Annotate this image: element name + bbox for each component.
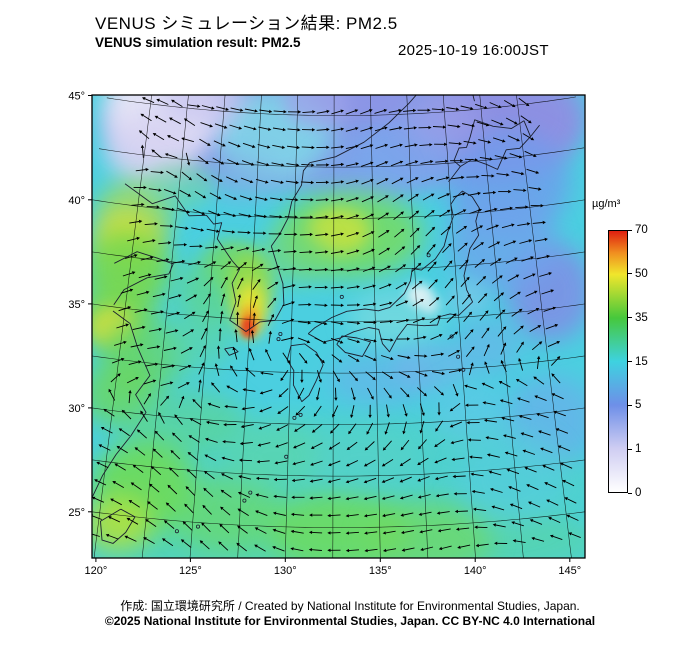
colorbar-tick: 50 <box>628 267 648 281</box>
page-title-japanese: VENUS シミュレーション結果: PM2.5 <box>95 14 398 33</box>
lat-tick-label: 35° <box>68 299 85 311</box>
colorbar-tick: 35 <box>628 311 648 325</box>
colorbar-tick-mark <box>628 404 632 406</box>
colorbar-tick: 0 <box>628 486 641 500</box>
colorbar-tick: 5 <box>628 398 641 412</box>
colorbar-tick-mark <box>628 492 632 494</box>
lon-tick-label: 120° <box>85 565 108 577</box>
colorbar-tick: 70 <box>628 223 648 237</box>
colorbar-tick: 1 <box>628 442 641 456</box>
lon-tick-label: 125° <box>179 565 202 577</box>
axis-labels: 120° 125° 130° 135° 140° 145° 45° 40° 35° 30° 25° <box>68 91 581 578</box>
credit-line: 作成: 国立環境研究所 / Created by National Instit… <box>120 599 580 613</box>
colorbar-tick-mark <box>628 448 632 450</box>
lat-tick-label: 30° <box>68 403 85 415</box>
lat-tick-label: 25° <box>68 507 85 519</box>
simulation-timestamp: 2025-10-19 16:00JST <box>398 42 549 59</box>
page-title-english: VENUS simulation result: PM2.5 <box>95 35 301 50</box>
lon-tick-label: 145° <box>558 565 581 577</box>
wind-arrows <box>92 97 581 553</box>
colorbar-tick-label: 5 <box>635 399 642 412</box>
colorbar-tick-label: 70 <box>635 224 648 236</box>
colorbar-tick-mark <box>628 317 632 319</box>
colorbar-tick-mark <box>628 229 632 231</box>
colorbar-tick: 15 <box>628 355 648 369</box>
lat-tick-label: 40° <box>68 195 85 207</box>
colorbar-tick-mark <box>628 361 632 362</box>
colorbar-legend: µg/m³ 70 50 35 15 5 1 0 <box>590 198 700 518</box>
colorbar-tick-label: 50 <box>635 267 648 280</box>
lat-tick-label: 45° <box>68 91 85 103</box>
license-line: ©2025 National Institute for Environment… <box>104 614 596 628</box>
colorbar-tick-label: 0 <box>635 487 642 499</box>
graticule <box>92 95 585 558</box>
colorbar-unit-label: µg/m³ <box>592 198 621 210</box>
lon-tick-label: 130° <box>274 565 297 577</box>
lon-tick-label: 135° <box>369 565 392 577</box>
pm25-concentration-map: 120° 125° 130° 135° 140° 145° 45° 40° 35° 30° 25° <box>68 91 586 578</box>
colorbar-gradient <box>608 230 628 493</box>
colorbar-tick-label: 35 <box>635 311 648 324</box>
map-frame <box>91 94 586 559</box>
colorbar-ticks: 70 50 35 15 5 1 0 <box>628 224 688 499</box>
lon-tick-label: 140° <box>464 565 487 577</box>
coastlines <box>92 95 540 544</box>
colorbar-tick-label: 1 <box>635 443 642 456</box>
map-canvas <box>92 95 585 558</box>
colorbar-tick-mark <box>628 273 632 275</box>
colorbar-tick-label: 15 <box>635 355 648 368</box>
